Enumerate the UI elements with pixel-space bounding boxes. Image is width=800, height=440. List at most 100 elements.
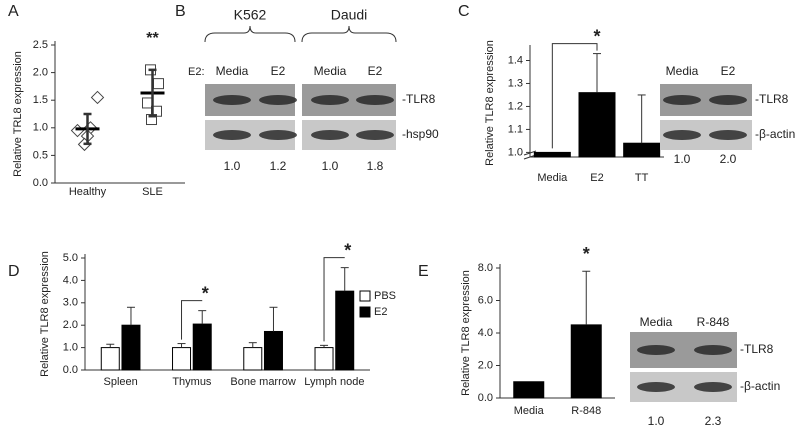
point bbox=[70, 123, 85, 138]
blot-group: K562 bbox=[234, 7, 267, 23]
bar bbox=[121, 324, 141, 371]
band-label: -TLR8 bbox=[740, 342, 774, 356]
panel-letter: B bbox=[175, 3, 186, 20]
condition-label: E2: bbox=[188, 66, 205, 78]
x-tick-label: Healthy bbox=[68, 186, 107, 198]
x-tick-label: R-848 bbox=[571, 405, 602, 417]
quantification: 1.8 bbox=[367, 159, 384, 173]
brace bbox=[204, 25, 296, 43]
y-tick-label: 5.0 bbox=[63, 252, 78, 264]
y-tick-label: 1.5 bbox=[33, 94, 48, 106]
legend-label: E2 bbox=[374, 306, 387, 318]
significance-bracket bbox=[181, 300, 203, 340]
annotation: * bbox=[583, 244, 590, 264]
y-tick-label: 6.0 bbox=[478, 294, 493, 306]
lane-label: E2 bbox=[271, 64, 286, 78]
panel-letter: A bbox=[8, 3, 19, 20]
y-axis-label: Relative TRL8 expression bbox=[12, 51, 24, 177]
blot-band bbox=[663, 130, 701, 140]
quantification: 2.3 bbox=[705, 414, 722, 428]
blot-band bbox=[311, 130, 349, 140]
x-tick-label: Lymph node bbox=[304, 376, 365, 388]
blot-band bbox=[259, 95, 297, 105]
lane-label: R-848 bbox=[697, 315, 730, 329]
x-tick-label: Media bbox=[513, 405, 544, 417]
lane-label: Media bbox=[314, 64, 347, 78]
legend-label: PBS bbox=[374, 290, 396, 302]
quantification: 1.0 bbox=[648, 414, 665, 428]
blot-group: Daudi bbox=[331, 7, 368, 23]
y-tick-label: 2.5 bbox=[33, 39, 48, 51]
panel-letter: C bbox=[458, 3, 470, 20]
blot-band bbox=[637, 345, 675, 355]
band-label: -β-actin bbox=[755, 127, 795, 141]
bar bbox=[623, 142, 661, 158]
legend-swatch bbox=[359, 306, 371, 318]
y-tick-label: 1.0 bbox=[63, 342, 78, 354]
y-tick-label: 0.0 bbox=[478, 392, 493, 404]
y-tick-label: 8.0 bbox=[478, 262, 493, 274]
blot-band bbox=[709, 130, 747, 140]
x-tick-label: Thymus bbox=[172, 376, 212, 388]
band-label: -TLR8 bbox=[402, 92, 436, 106]
lane-label: Media bbox=[640, 315, 673, 329]
blot-band bbox=[694, 382, 732, 392]
bar bbox=[335, 290, 355, 371]
x-tick-label: SLE bbox=[142, 186, 163, 198]
y-axis-label: Relative TLR8 expression bbox=[39, 251, 51, 377]
bar bbox=[570, 324, 602, 399]
y-tick-label: 3.0 bbox=[63, 297, 78, 309]
x-tick-label: Media bbox=[537, 172, 568, 184]
bar bbox=[263, 330, 283, 371]
y-tick-label: 1.3 bbox=[508, 77, 523, 89]
annotation: ** bbox=[146, 30, 159, 47]
bar bbox=[533, 151, 571, 158]
band-label: -TLR8 bbox=[755, 92, 789, 106]
blot-band bbox=[356, 130, 394, 140]
y-tick-label: 1.2 bbox=[508, 100, 523, 112]
band-label: -β-actin bbox=[740, 379, 780, 393]
y-axis-label: Relative TLR8 expression bbox=[484, 40, 496, 166]
annotation: * bbox=[593, 26, 600, 46]
y-tick-label: 1.0 bbox=[33, 122, 48, 134]
blot-band bbox=[694, 345, 732, 355]
legend-swatch bbox=[359, 290, 371, 302]
y-tick-label: 1.1 bbox=[508, 123, 523, 135]
y-tick-label: 2.0 bbox=[63, 319, 78, 331]
y-tick-label: 4.0 bbox=[63, 274, 78, 286]
significance-bracket bbox=[551, 43, 598, 149]
quantification: 1.0 bbox=[224, 159, 241, 173]
point bbox=[153, 78, 164, 90]
blot-band bbox=[213, 95, 251, 105]
band-label: -hsp90 bbox=[402, 127, 439, 141]
y-tick-label: 0.5 bbox=[33, 149, 48, 161]
quantification: 1.0 bbox=[674, 152, 691, 166]
y-tick-label: 0.0 bbox=[33, 177, 48, 189]
panel-letter: E bbox=[418, 263, 429, 280]
y-tick-label: 0.0 bbox=[63, 364, 78, 376]
y-tick-label: 2.0 bbox=[478, 359, 493, 371]
bar bbox=[100, 347, 120, 371]
y-axis-label: Relative TLR8 expression bbox=[460, 270, 472, 396]
axis-break bbox=[523, 150, 537, 156]
y-tick-label: 1.4 bbox=[508, 54, 523, 66]
bar bbox=[192, 323, 212, 371]
x-tick-label: TT bbox=[634, 172, 649, 184]
bar bbox=[513, 381, 545, 399]
bar bbox=[578, 92, 616, 158]
quantification: 2.0 bbox=[720, 152, 737, 166]
x-tick-label: Spleen bbox=[103, 376, 138, 388]
blot-band bbox=[709, 95, 747, 105]
brace bbox=[301, 25, 397, 43]
blot-band bbox=[213, 130, 251, 140]
blot-band bbox=[311, 95, 349, 105]
quantification: 1.2 bbox=[270, 159, 287, 173]
significance-bracket bbox=[323, 257, 345, 342]
lane-label: Media bbox=[666, 64, 699, 78]
lane-label: Media bbox=[216, 64, 249, 78]
blot-band bbox=[663, 95, 701, 105]
quantification: 1.0 bbox=[322, 159, 339, 173]
blot-band bbox=[259, 130, 297, 140]
x-tick-label: E2 bbox=[590, 172, 604, 184]
